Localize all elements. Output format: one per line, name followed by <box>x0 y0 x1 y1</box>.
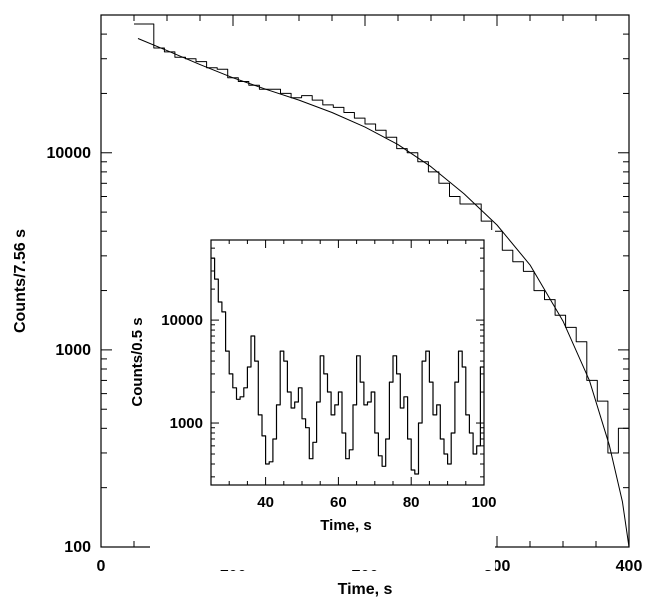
main-ytick-label: 10000 <box>47 145 92 162</box>
main-series-step-0 <box>134 23 630 547</box>
inset-background <box>150 230 495 570</box>
main-series-smooth-1 <box>137 38 630 548</box>
inset-xtick-label: 60 <box>330 494 347 511</box>
main-ylabel: Counts/7.56 s <box>12 229 29 333</box>
inset-ytick-label: 1000 <box>170 415 203 432</box>
inset-ylabel: Counts/0.5 s <box>129 317 146 406</box>
inset-xtick-label: 100 <box>471 494 496 511</box>
inset-series <box>211 257 484 475</box>
inset-xtick-label: 40 <box>257 494 274 511</box>
inset-xtick-label: 80 <box>403 494 420 511</box>
inset-plot-frame <box>210 239 485 486</box>
main-series <box>134 23 630 548</box>
inset-xlabel: Time, s <box>320 517 371 534</box>
main-xtick-label: 400 <box>616 558 643 575</box>
inset-ytick-label: 10000 <box>161 312 203 329</box>
main-xtick-label: 0 <box>97 558 106 575</box>
main-ytick-label: 1000 <box>55 342 91 359</box>
main-ytick-label: 100 <box>64 539 91 556</box>
inset-plot: 40 60 80 100 1000 10000 Time, s Counts/0.5 s <box>129 230 497 570</box>
inset-series-step-0 <box>211 257 484 475</box>
main-xlabel: Time, s <box>338 581 393 598</box>
inset-labels: 40 60 80 100 1000 10000 <box>161 312 496 511</box>
inset-ticks <box>210 239 485 485</box>
